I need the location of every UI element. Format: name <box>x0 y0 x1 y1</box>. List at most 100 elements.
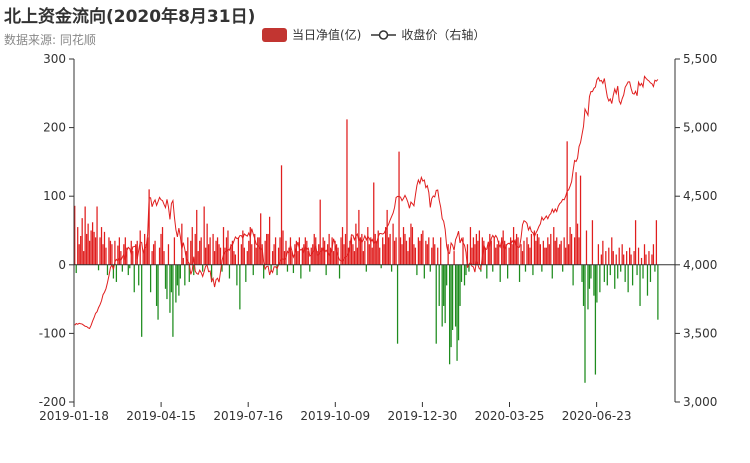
bar <box>88 240 91 265</box>
bar <box>390 264 393 272</box>
bar <box>173 237 176 265</box>
bar <box>346 119 348 265</box>
y-left-tick-label: 300 <box>43 52 66 66</box>
bar <box>533 230 536 265</box>
bar <box>90 230 92 265</box>
bar <box>420 233 422 265</box>
bar <box>359 237 361 265</box>
bar <box>255 247 257 265</box>
bar <box>507 264 509 279</box>
bar <box>338 264 341 279</box>
bar <box>312 244 314 265</box>
bar <box>579 175 582 265</box>
bar <box>344 233 347 265</box>
bar <box>200 237 202 265</box>
bar <box>588 264 591 289</box>
bar <box>437 247 439 265</box>
bar <box>97 264 100 271</box>
bar <box>438 264 440 306</box>
bar <box>254 233 256 265</box>
bar <box>283 251 286 265</box>
legend: 当日净值(亿) 收盘价（右轴） <box>262 26 495 43</box>
bar <box>474 244 476 265</box>
bar <box>112 264 115 279</box>
bar <box>499 264 501 282</box>
bar <box>472 237 475 265</box>
bar <box>496 244 498 265</box>
bar <box>414 247 417 265</box>
bar <box>216 237 219 265</box>
bar <box>584 264 586 383</box>
bar <box>559 244 561 265</box>
y-left-tick-label: 0 <box>58 258 66 272</box>
bar <box>179 264 181 279</box>
bar <box>301 247 303 265</box>
bar <box>446 264 448 286</box>
bar <box>422 230 424 265</box>
bar <box>441 264 443 327</box>
bar <box>569 227 571 265</box>
bar <box>478 230 481 265</box>
bar <box>411 227 414 265</box>
bar <box>106 264 109 276</box>
bar <box>524 264 527 272</box>
bar <box>114 240 116 265</box>
bar <box>548 244 550 265</box>
bar <box>149 264 152 293</box>
chart-subtitle: 数据来源: 同花顺 <box>4 33 96 47</box>
bar <box>199 240 201 265</box>
bar <box>87 223 89 265</box>
bar <box>327 244 329 265</box>
bar <box>245 264 247 282</box>
y-right-tick-label: 3,000 <box>683 395 717 409</box>
bar <box>77 227 79 265</box>
bar <box>286 264 289 272</box>
bar <box>365 264 367 272</box>
bar <box>102 244 104 265</box>
bar <box>84 206 86 265</box>
bar <box>205 247 207 265</box>
legend-item-line[interactable]: 收盘价（右轴） <box>371 26 485 43</box>
bar <box>352 244 354 265</box>
bar <box>230 244 232 265</box>
bar <box>291 251 293 265</box>
bar <box>416 264 418 276</box>
bar <box>576 223 579 265</box>
bar <box>355 223 357 265</box>
bar <box>489 233 491 265</box>
bar <box>493 237 495 265</box>
legend-item-bar[interactable]: 当日净值(亿) <box>262 26 361 43</box>
bar <box>242 230 244 265</box>
bar <box>100 227 103 265</box>
bar <box>645 254 647 265</box>
bar <box>426 244 428 265</box>
bar <box>263 264 265 279</box>
bar <box>258 237 260 265</box>
legend-bar-label: 当日净值(亿) <box>292 28 362 42</box>
bar <box>139 230 141 265</box>
bar <box>151 251 153 265</box>
x-tick-label: 2019-01-18 <box>39 409 109 423</box>
bar <box>83 251 85 265</box>
bar <box>388 237 390 265</box>
bar <box>361 233 363 265</box>
bar <box>475 233 478 265</box>
bar <box>379 247 381 265</box>
bar <box>581 264 583 282</box>
bar <box>222 227 225 265</box>
bar <box>471 247 473 265</box>
bar <box>120 251 122 265</box>
bar <box>210 264 213 282</box>
bar <box>331 237 333 265</box>
bar <box>585 230 588 265</box>
bar <box>252 264 254 276</box>
bar <box>487 244 489 265</box>
bar <box>505 244 507 265</box>
bar <box>306 240 308 265</box>
bar <box>132 251 134 265</box>
bar <box>618 247 620 265</box>
bar <box>609 264 611 276</box>
bar <box>410 223 412 265</box>
bar <box>197 251 199 265</box>
